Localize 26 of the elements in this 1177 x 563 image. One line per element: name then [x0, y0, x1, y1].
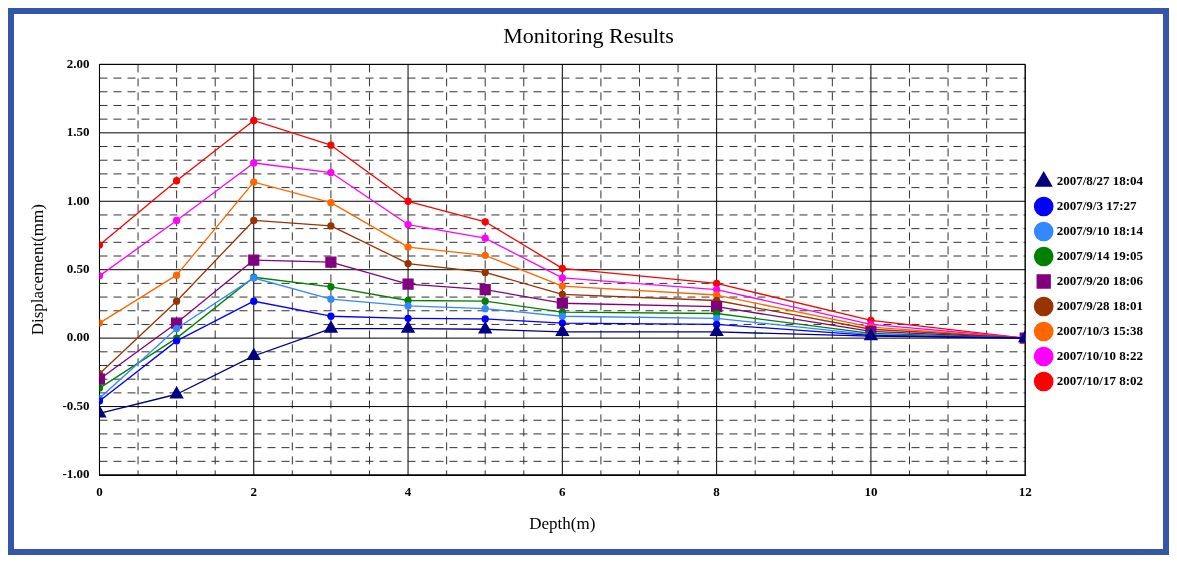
x-tick-label: 4 — [404, 484, 412, 500]
y-tick-label: 0.00 — [66, 329, 90, 345]
x-tick-label: 10 — [864, 484, 878, 500]
legend-label: 2007/10/3 15:38 — [1056, 322, 1144, 338]
x-tick-label: 8 — [713, 484, 721, 500]
x-tick-label: 2 — [250, 484, 258, 500]
y-tick-label: 1.50 — [66, 124, 90, 140]
chart-title: Monitoring Results — [503, 22, 674, 48]
legend-label: 2007/9/10 18:14 — [1056, 222, 1144, 238]
y-tick-label: -1.00 — [62, 466, 90, 482]
legend-label: 2007/9/20 18:06 — [1056, 272, 1144, 288]
legend-label: 2007/9/28 18:01 — [1056, 297, 1144, 313]
y-tick-label: -0.50 — [62, 397, 90, 413]
x-tick-label: 12 — [1018, 484, 1032, 500]
y-tick-label: 0.50 — [66, 261, 90, 277]
y-axis-title: Displacement(mm) — [27, 204, 47, 336]
legend-label: 2007/10/17 8:02 — [1056, 372, 1144, 388]
legend-label: 2007/10/10 8:22 — [1056, 347, 1144, 363]
x-tick-label: 0 — [96, 484, 103, 500]
x-axis-title: Depth(m) — [529, 514, 596, 534]
legend-label: 2007/9/14 19:05 — [1056, 247, 1144, 263]
legend-label: 2007/8/27 18:04 — [1056, 172, 1144, 188]
legend-label: 2007/9/3 17:27 — [1056, 197, 1137, 213]
x-tick-label: 6 — [559, 484, 567, 500]
y-tick-label: 1.00 — [66, 192, 90, 208]
y-tick-label: 2.00 — [66, 55, 90, 71]
